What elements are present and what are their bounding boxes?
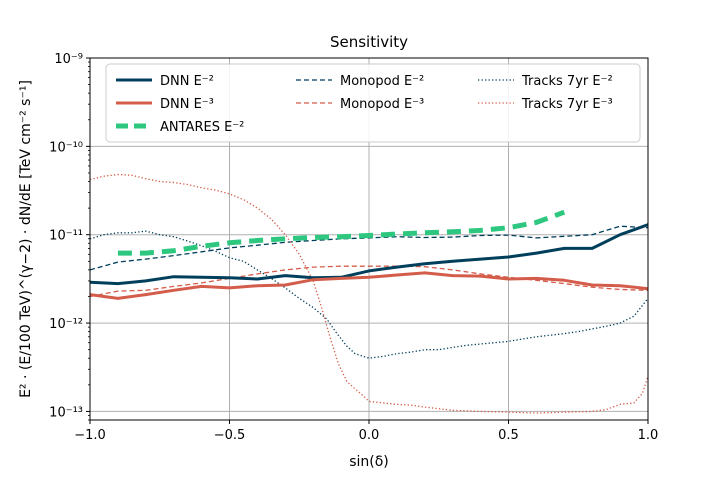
y-tick-label: 10⁻¹¹ xyxy=(49,229,83,244)
legend-label: Tracks 7yr E⁻³ xyxy=(521,97,613,112)
series-line xyxy=(90,265,648,298)
y-tick-label: 10⁻¹³ xyxy=(49,405,83,420)
series-group xyxy=(90,173,648,414)
legend-label: DNN E⁻³ xyxy=(160,97,214,112)
x-tick-label: 0.5 xyxy=(498,428,519,443)
legend-label: Tracks 7yr E⁻² xyxy=(521,74,613,89)
x-axis-label: sin(δ) xyxy=(349,454,389,470)
chart-title: Sensitivity xyxy=(330,33,408,51)
series-line xyxy=(90,223,648,286)
y-tick-label: 10⁻¹⁰ xyxy=(49,140,83,155)
legend-box xyxy=(105,63,641,143)
y-tick-label: 10⁻⁹ xyxy=(54,52,83,67)
legend: DNN E⁻² DNN E⁻³ ANTARES E⁻² Monopod E⁻² Mono… xyxy=(105,63,641,143)
legend-label: ANTARES E⁻² xyxy=(160,120,244,135)
x-tick-label: −1.0 xyxy=(74,428,106,443)
legend-label: Monopod E⁻³ xyxy=(340,97,424,112)
y-axis-label: E² · (E/100 TeV)^(γ−2) · dN/dE [TeV cm⁻²… xyxy=(18,80,34,398)
series-line xyxy=(90,271,648,300)
legend-label: DNN E⁻² xyxy=(160,74,214,89)
x-tick-label: −0.5 xyxy=(214,428,246,443)
axis-ticks: −1.0 −0.5 0.0 0.5 1.0 10⁻¹³ 10⁻¹² 10⁻¹¹ 10⁻¹⁰ 10⁻… xyxy=(49,52,658,443)
series-line xyxy=(117,209,566,256)
legend-label: Monopod E⁻² xyxy=(340,74,424,89)
x-tick-label: 0.0 xyxy=(359,428,380,443)
series-line xyxy=(90,173,648,414)
x-tick-label: 1.0 xyxy=(638,428,659,443)
y-tick-label: 10⁻¹² xyxy=(49,317,83,332)
